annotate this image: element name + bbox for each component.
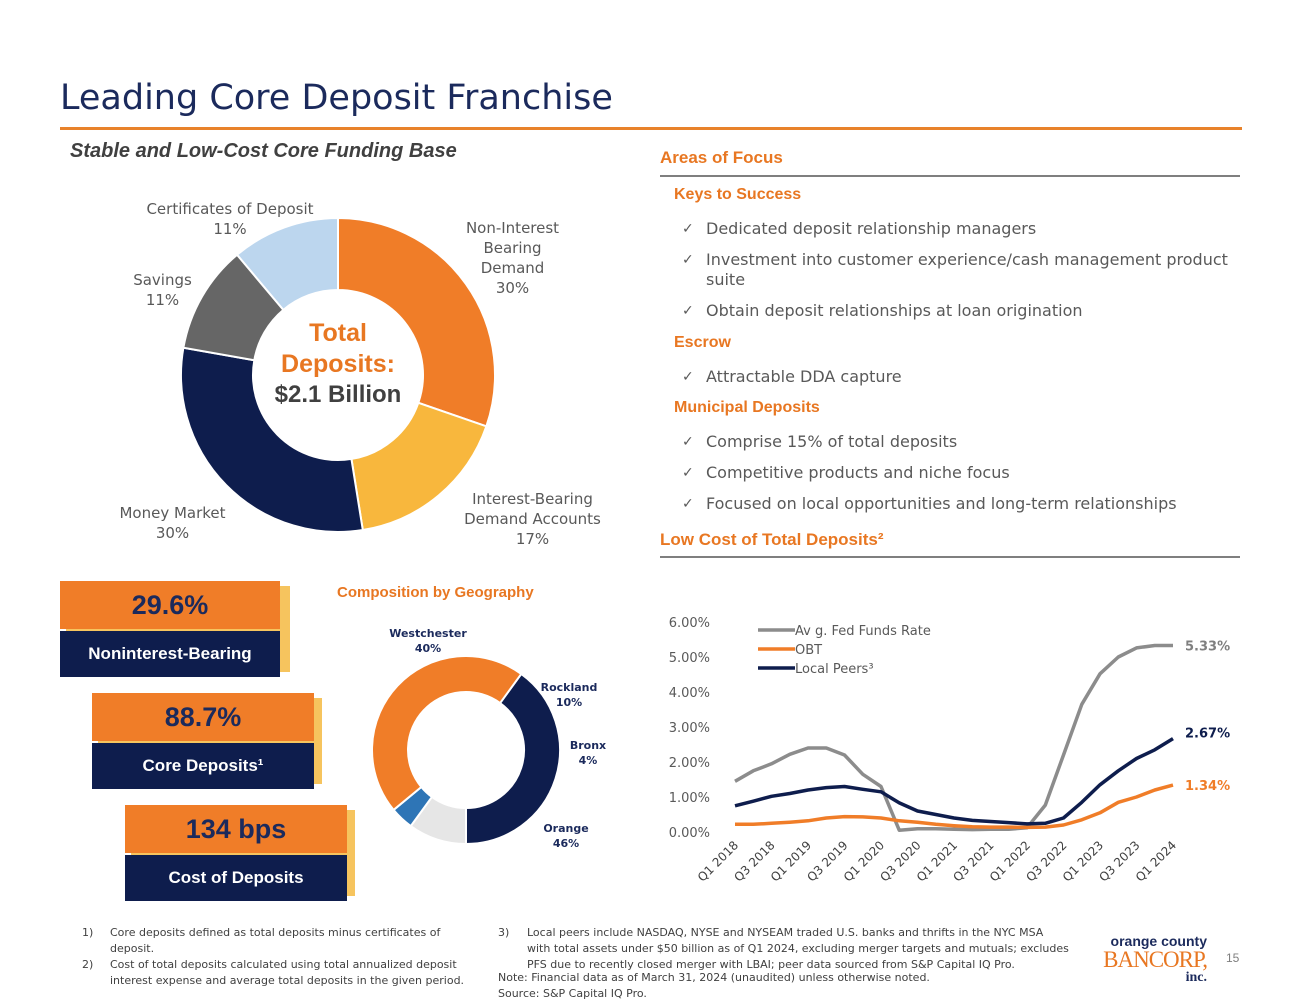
deposit-mix-slice	[235, 216, 339, 312]
legend-label: Av g. Fed Funds Rate	[795, 624, 931, 639]
deposit-mix-slice	[180, 346, 364, 533]
section-subtitle: Stable and Low-Cost Core Funding Base	[70, 140, 457, 162]
areas-of-focus-heading: Areas of Focus	[660, 148, 783, 167]
donut-center-value: $2.1 Billion	[274, 381, 402, 408]
check-icon: ✓	[682, 252, 694, 268]
deposit-cost-line-chart: 6.00% 5.00% 4.00% 3.00% 2.00% 1.00% 0.00% Q1 20…	[669, 616, 1230, 884]
check-icon: ✓	[682, 434, 694, 450]
geography-label: Orange	[543, 822, 588, 835]
stat-value-noninterest: 29.6%	[60, 581, 280, 629]
series-line	[735, 783, 1174, 830]
series-end-label: 2.67%	[1185, 727, 1230, 742]
geography-slice	[371, 655, 523, 812]
geography-value-label: 46%	[553, 837, 579, 850]
series-end-label: 5.33%	[1185, 639, 1230, 654]
stat-label-noninterest: Noninterest-Bearing	[60, 631, 280, 677]
source-note: Source: S&P Capital IQ Pro.	[498, 987, 647, 1000]
footnote-number: 2)	[82, 958, 94, 971]
stat-label-cost-of-deposits: Cost of Deposits	[125, 855, 347, 901]
company-logo: orange county BANCORP, inc.	[1103, 933, 1208, 985]
focus-item: ✓ Comprise 15% of total deposits	[682, 432, 958, 451]
stat-value-cost-of-deposits: 134 bps	[125, 805, 347, 853]
legend-label: OBT	[795, 643, 822, 658]
low-cost-deposits-heading: Low Cost of Total Deposits²	[660, 530, 884, 549]
geography-label: Bronx	[570, 739, 606, 752]
y-tick-label: 4.00%	[669, 686, 710, 701]
y-tick-label: 5.00%	[669, 651, 710, 666]
focus-item: ✓ Competitive products and niche focus	[682, 463, 1010, 482]
pie-label-non-interest: Non-Interest Bearing Demand 30%	[465, 219, 560, 297]
series-end-label: 1.34%	[1185, 779, 1230, 794]
focus-item: ✓ Focused on local opportunities and lon…	[682, 494, 1177, 513]
y-tick-label: 3.00%	[669, 721, 710, 736]
focus-item: ✓ Dedicated deposit relationship manager…	[682, 219, 1037, 238]
check-icon: ✓	[682, 465, 694, 481]
pie-label-certificates: Certificates of Deposit 11%	[146, 200, 314, 238]
municipal-deposits-heading: Municipal Deposits	[674, 399, 820, 416]
footnote-1: Core deposits defined as total deposits …	[110, 926, 441, 955]
geography-value-label: 4%	[579, 754, 598, 767]
y-tick-label: 1.00%	[669, 791, 710, 806]
stat-label-core-deposits: Core Deposits¹	[92, 743, 314, 789]
focus-item: ✓ Obtain deposit relationships at loan o…	[682, 301, 1083, 320]
check-icon: ✓	[682, 496, 694, 512]
pie-label-savings: Savings 11%	[133, 271, 192, 309]
footnote-number: 1)	[82, 926, 94, 939]
footnote-3: Local peers include NASDAQ, NYSE and NYS…	[527, 926, 1069, 971]
geography-value-label: 40%	[415, 642, 441, 655]
geography-value-label: 10%	[556, 696, 582, 709]
check-icon: ✓	[682, 221, 694, 237]
x-tick-label: Q1 2024	[1133, 838, 1179, 884]
footnote-number: 3)	[498, 926, 510, 939]
deposit-mix-slice	[337, 216, 496, 428]
legend-label: Local Peers³	[795, 662, 874, 677]
keys-to-success-heading: Keys to Success	[674, 186, 802, 203]
deposit-mix-donut-chart	[180, 216, 496, 533]
chart-divider	[660, 556, 1240, 558]
deposit-mix-slice	[350, 401, 488, 532]
escrow-heading: Escrow	[674, 334, 731, 351]
page-title: Leading Core Deposit Franchise	[60, 78, 613, 118]
geography-chart-title: Composition by Geography	[337, 584, 534, 601]
focus-item: ✓ Investment into customer experience/ca…	[682, 250, 1228, 289]
y-tick-label: 0.00%	[669, 826, 710, 841]
title-divider	[60, 127, 1242, 130]
pie-label-money-market: Money Market 30%	[119, 504, 226, 542]
stat-value-core-deposits: 88.7%	[92, 693, 314, 741]
series-line	[734, 737, 1174, 826]
check-icon: ✓	[682, 369, 694, 385]
series-line	[734, 643, 1173, 833]
geography-donut-chart: Westchester 40% Rockland 10% Bronx 4% Orange 46…	[371, 627, 606, 850]
check-icon: ✓	[682, 303, 694, 319]
focus-divider	[660, 175, 1240, 177]
geography-slice	[465, 672, 561, 846]
pie-label-interest-bearing: Interest-Bearing Demand Accounts 17%	[464, 490, 601, 548]
focus-item: ✓ Attractable DDA capture	[682, 367, 902, 386]
y-tick-label: 2.00%	[669, 756, 710, 771]
page-number: 15	[1226, 951, 1240, 965]
geography-label: Rockland	[541, 681, 598, 694]
donut-center-title: Total Deposits:	[281, 319, 395, 378]
y-tick-label: 6.00%	[669, 616, 710, 631]
data-note: Note: Financial data as of March 31, 202…	[498, 971, 930, 984]
footnote-2: Cost of total deposits calculated using …	[110, 958, 465, 987]
geography-label: Westchester	[389, 627, 467, 640]
